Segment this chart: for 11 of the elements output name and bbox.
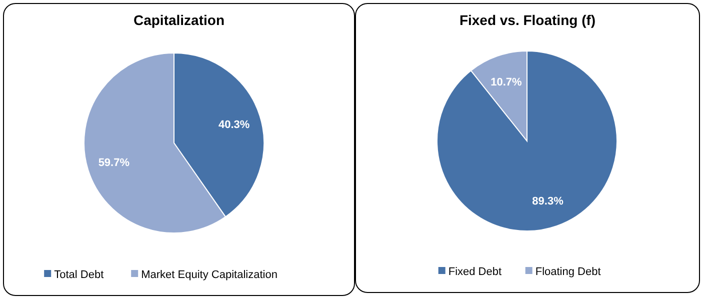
legend-label: Market Equity Capitalization (141, 268, 278, 281)
legend-label: Total Debt (54, 268, 104, 281)
data-label: 10.7% (490, 76, 522, 88)
chart-title: Fixed vs. Floating (f) (459, 12, 596, 28)
data-label: 89.3% (532, 195, 564, 208)
pie-slice (436, 50, 618, 232)
data-label: 59.7% (98, 156, 130, 169)
legend-label: Floating Debt (535, 266, 601, 278)
chart-title: Capitalization (133, 12, 225, 28)
data-label: 40.3% (218, 118, 250, 131)
legend-label: Fixed Debt (448, 266, 502, 278)
